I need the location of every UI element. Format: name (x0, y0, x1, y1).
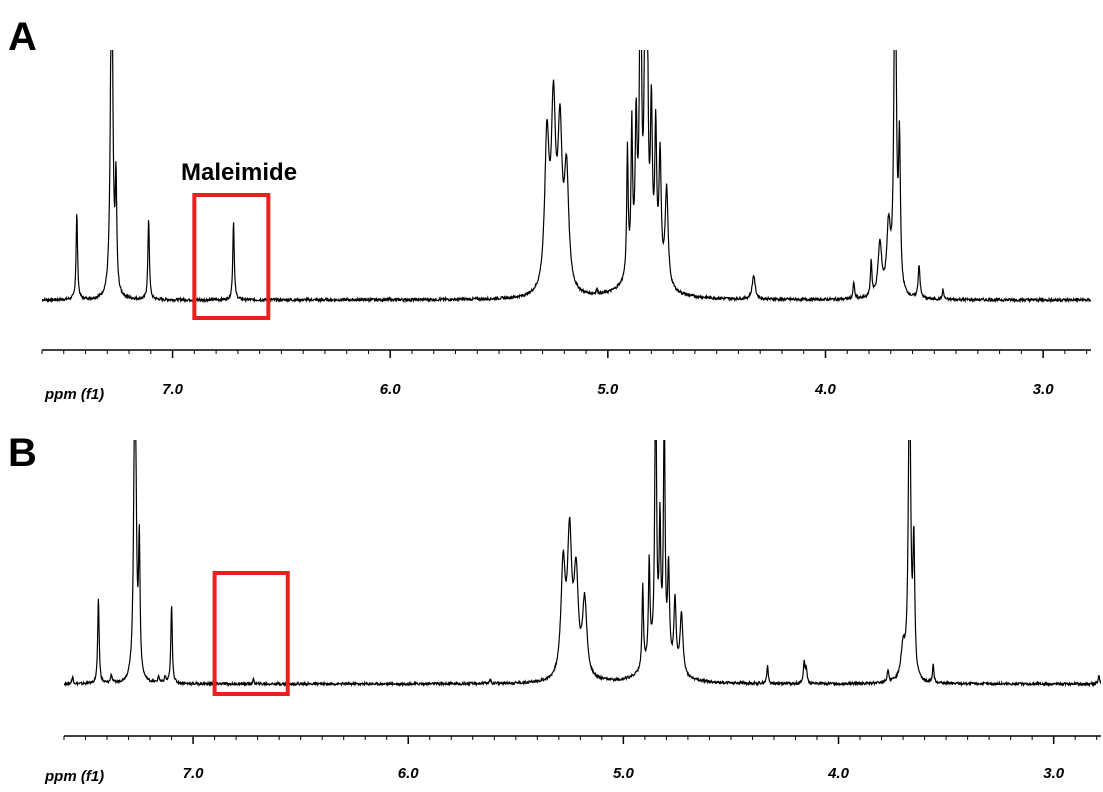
highlight-box (212, 571, 290, 696)
x-tick-label: 7.0 (162, 381, 184, 398)
x-tick-label: 6.0 (398, 765, 420, 782)
spectrum-trace (64, 440, 1101, 688)
x-tick-label: 3.0 (1043, 765, 1065, 782)
x-tick-label: 5.0 (597, 381, 619, 398)
x-tick-label: 4.0 (814, 381, 837, 398)
spectrum-trace (42, 50, 1091, 304)
x-axis-label: ppm (f1) (44, 768, 104, 785)
x-tick-label: 4.0 (827, 765, 850, 782)
panel-label: A (8, 15, 37, 59)
highlight-box (192, 193, 271, 320)
panel-b: B ppm (f1) 7.0 6.0 5.0 4.0 3.0 (8, 431, 1101, 785)
x-axis-label: ppm (f1) (44, 386, 104, 403)
x-tick-label: 7.0 (183, 765, 205, 782)
panel-label: B (8, 431, 37, 475)
panel-a: A Maleimide ppm (f1) 7.0 6.0 5.0 4.0 3.0 (8, 15, 1091, 403)
x-tick-label: 6.0 (380, 381, 402, 398)
x-tick-label: 3.0 (1033, 381, 1055, 398)
maleimide-label: Maleimide (181, 159, 297, 186)
x-tick-label: 5.0 (613, 765, 635, 782)
